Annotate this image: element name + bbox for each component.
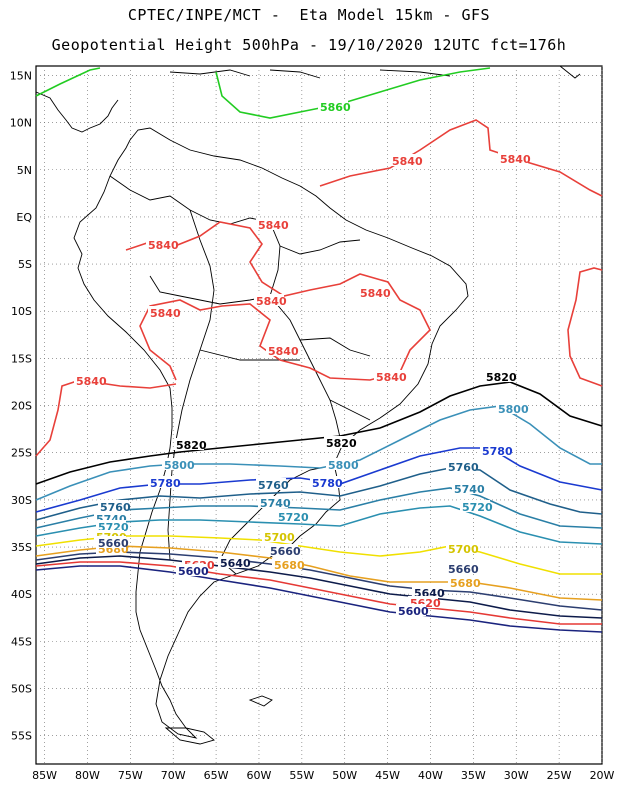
contour-5660	[35, 551, 603, 611]
contour-label-5680-a: 5680	[450, 577, 481, 590]
coastlines	[35, 65, 581, 745]
contour-5600	[35, 565, 603, 633]
lon-tick-label: 30W	[504, 769, 529, 782]
contour-5740	[35, 487, 603, 529]
contour-label-5660-a: 5660	[448, 563, 479, 576]
axis-labels: 15N 10N 5N EQ 5S 10S 15S 20S 25S 30S 35S 40S 45S 50S 5…	[10, 69, 615, 782]
contour-label-5700-a: 5700	[448, 543, 479, 556]
lat-tick-label: 45S	[11, 635, 32, 648]
contour-label-5760-c: 5760	[258, 479, 289, 492]
lat-tick-label: 20S	[11, 400, 32, 413]
contour-label-5840-b: 5840	[500, 153, 531, 166]
lat-tick-label: 35S	[11, 541, 32, 554]
contour-label-5840-f: 5840	[360, 287, 391, 300]
contour-label-5720-a: 5720	[462, 501, 493, 514]
central-america-coast	[35, 91, 119, 133]
contour-label-5780-a: 5780	[482, 445, 513, 458]
contour-label-5600-a: 5600	[398, 605, 429, 618]
contour-label-5680-c: 5680	[274, 559, 305, 572]
contour-label-5700-c: 5700	[264, 531, 295, 544]
contour-label-5780-c: 5780	[312, 477, 343, 490]
contour-label-5760-b: 5760	[100, 501, 131, 514]
lon-tick-label: 40W	[418, 769, 443, 782]
contour-label-5860: 5860	[320, 101, 351, 114]
lat-tick-label: 10N	[10, 117, 32, 130]
contour-5640	[35, 555, 603, 619]
contour-label-5840-e: 5840	[256, 295, 287, 308]
lon-tick-label: 65W	[204, 769, 229, 782]
contour-label-5600-b: 5600	[178, 565, 209, 578]
contour-label-5660-c: 5660	[270, 545, 301, 558]
lat-tick-label: EQ	[16, 211, 32, 224]
contour-label-5760-a: 5760	[448, 461, 479, 474]
contour-labels: 5860 5840 5840 5840 5840 5840 5840 5840 …	[74, 100, 531, 618]
contour-label-5840-j: 5840	[76, 375, 107, 388]
contour-label-5820-c: 5820	[326, 437, 357, 450]
contour-5840-north	[319, 119, 603, 197]
lon-tick-label: 20W	[590, 769, 615, 782]
contour-label-5840-h: 5840	[268, 345, 299, 358]
lat-tick-label: 30S	[11, 494, 32, 507]
contour-label-5780-b: 5780	[150, 477, 181, 490]
lat-tick-label: 50S	[11, 683, 32, 696]
lon-tick-label: 60W	[247, 769, 272, 782]
lon-tick-label: 35W	[461, 769, 486, 782]
tierra-del-fuego	[164, 727, 215, 745]
country-borders	[109, 175, 371, 575]
lon-tick-label: 85W	[32, 769, 57, 782]
contour-label-5840-a: 5840	[392, 155, 423, 168]
contour-5800	[35, 405, 602, 501]
contour-label-5840-g: 5840	[150, 307, 181, 320]
contour-label-5660-b: 5660	[98, 537, 129, 550]
contour-label-5820-a: 5820	[486, 371, 517, 384]
lat-tick-label: 25S	[11, 447, 32, 460]
lat-tick-label: 15S	[11, 352, 32, 365]
lon-tick-label: 70W	[161, 769, 186, 782]
lon-tick-label: 45W	[375, 769, 400, 782]
contour-5700	[35, 535, 602, 575]
south-america-coast	[73, 127, 469, 739]
lon-tick-label: 80W	[75, 769, 100, 782]
contour-label-5840-c: 5840	[258, 219, 289, 232]
contour-label-5800-a: 5800	[498, 403, 529, 416]
contour-label-5800-c: 5800	[328, 459, 359, 472]
lat-tick-label: 5N	[17, 164, 32, 177]
chart-title-line1: CPTEC/INPE/MCT - Eta Model 15km - GFS	[127, 6, 491, 24]
contour-label-5640-b: 5640	[220, 557, 251, 570]
contour-label-5740-c: 5740	[260, 497, 291, 510]
lat-tick-label: 55S	[11, 730, 32, 743]
contour-label-5740-a: 5740	[454, 483, 485, 496]
lat-tick-label: 5S	[18, 258, 32, 271]
contour-5760	[35, 467, 603, 521]
contour-5840-west	[35, 379, 177, 457]
graticule	[36, 66, 603, 764]
lon-tick-label: 75W	[118, 769, 143, 782]
contour-label-5840-i: 5840	[376, 371, 407, 384]
lat-tick-label: 40S	[11, 588, 32, 601]
chart-title-line2: Geopotential Height 500hPa - 19/10/2020 …	[51, 36, 567, 54]
contour-5840-east	[567, 267, 603, 387]
lon-tick-label: 25W	[547, 769, 572, 782]
contour-label-5820-b: 5820	[176, 439, 207, 452]
lon-tick-label: 50W	[332, 769, 357, 782]
contour-label-5720-c: 5720	[278, 511, 309, 524]
contour-5680	[35, 545, 603, 601]
contour-5720	[35, 505, 603, 545]
lon-tick-label: 55W	[289, 769, 314, 782]
falklands	[248, 695, 273, 707]
contour-5620	[35, 561, 602, 625]
lat-tick-label: 10S	[11, 305, 32, 318]
caribbean-islands	[169, 65, 581, 79]
lat-tick-label: 15N	[10, 69, 32, 82]
contour-label-5800-b: 5800	[164, 459, 195, 472]
contour-label-5840-d: 5840	[148, 239, 179, 252]
contour-5840-amazon	[125, 221, 431, 381]
